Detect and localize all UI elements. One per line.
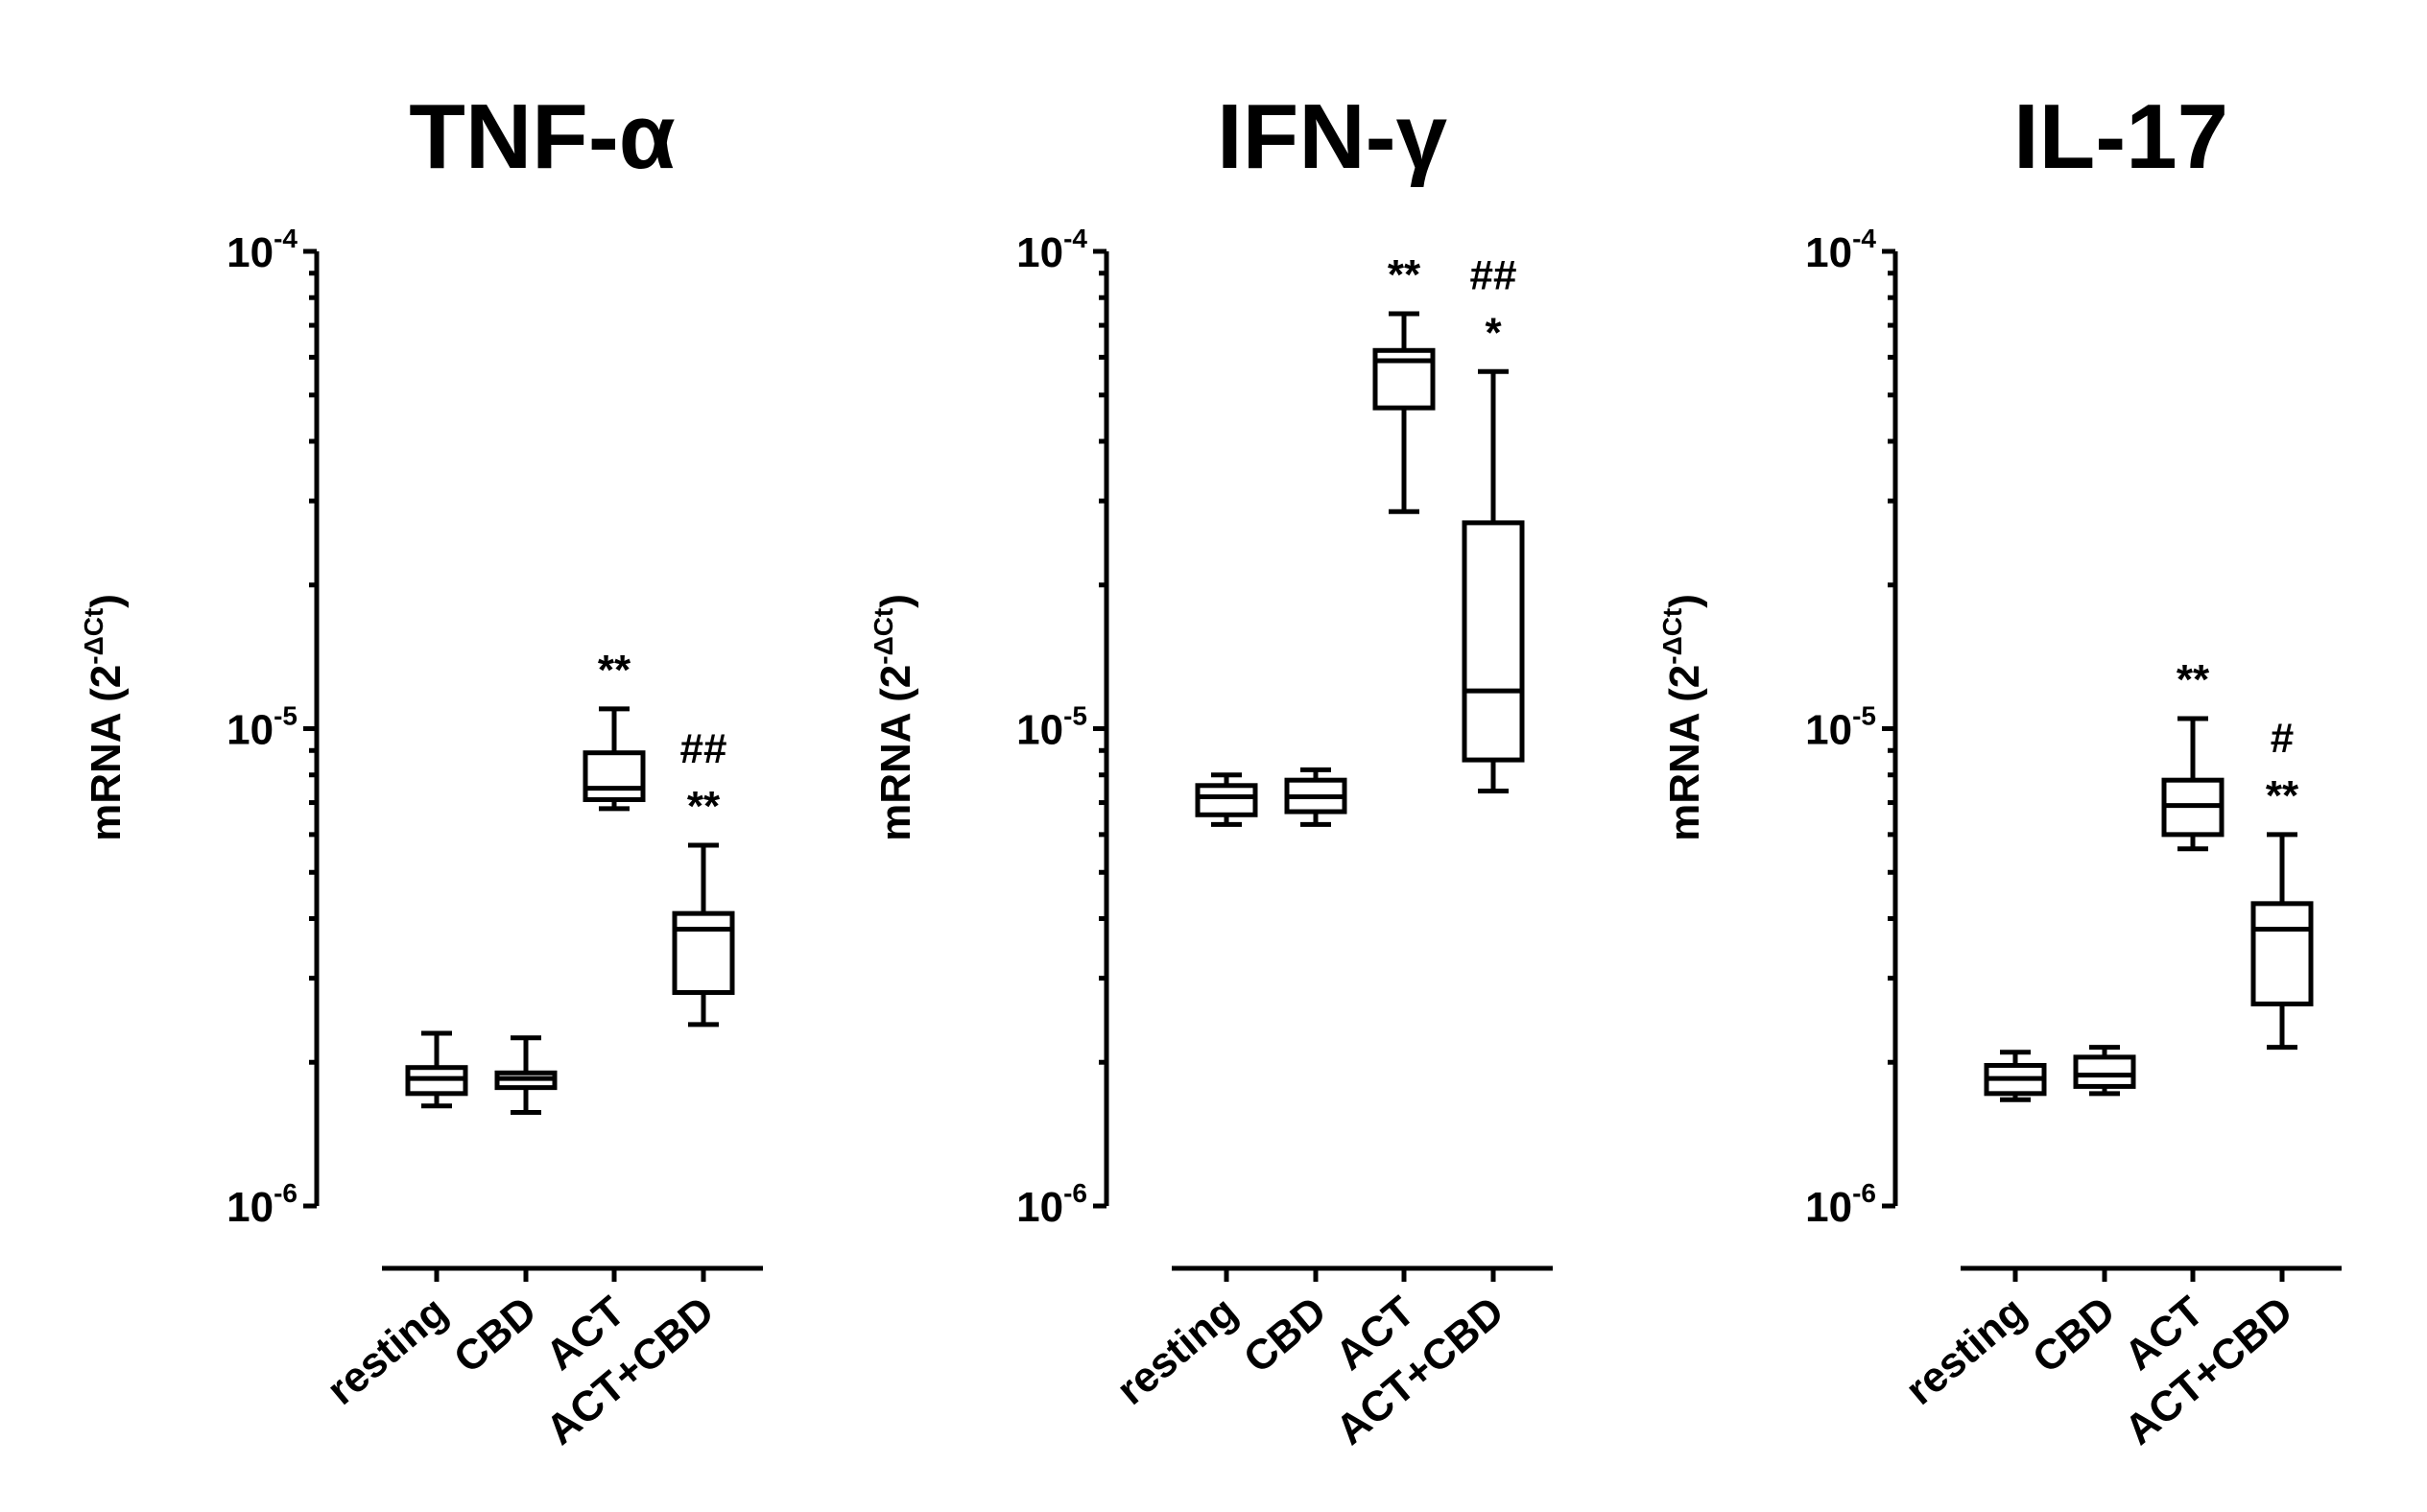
significance-marker: ** bbox=[598, 647, 631, 694]
iqr-box bbox=[672, 910, 735, 996]
box-act-cbd: ** # bbox=[2250, 715, 2314, 1051]
y-axis-label: mRNA (2-ΔCt) bbox=[868, 594, 919, 841]
box-cbd bbox=[1284, 767, 1347, 827]
significance-marker: ** bbox=[2266, 772, 2299, 819]
y-tick-label: 10-5 bbox=[1016, 701, 1087, 754]
box-cbd bbox=[494, 1035, 558, 1116]
box-act: ** bbox=[2161, 656, 2225, 852]
x-tick-label: resting bbox=[319, 1288, 457, 1414]
significance-marker: # bbox=[2271, 715, 2294, 762]
y-axis-label: mRNA (2-ΔCt) bbox=[1657, 594, 1708, 841]
significance-marker: ** bbox=[2177, 656, 2210, 703]
box-act: ** bbox=[583, 647, 646, 812]
significance-marker: * bbox=[1485, 309, 1502, 356]
iqr-box bbox=[2073, 1054, 2136, 1089]
y-tick-label: 10-5 bbox=[1805, 701, 1876, 754]
box-resting bbox=[1984, 1050, 2047, 1102]
significance-marker: ## bbox=[1470, 251, 1517, 298]
significance-marker: ** bbox=[687, 783, 721, 830]
x-tick-label: CBD bbox=[2024, 1288, 2125, 1382]
y-axis-label: mRNA (2-ΔCt) bbox=[79, 594, 130, 841]
chart-title: IL-17 bbox=[2013, 85, 2228, 188]
iqr-box bbox=[2250, 901, 2314, 1006]
y-tick-label: 10-6 bbox=[1016, 1178, 1087, 1231]
y-tick-label: 10-4 bbox=[226, 224, 297, 276]
box-act: ** bbox=[1372, 251, 1436, 514]
significance-marker: ## bbox=[680, 725, 727, 772]
x-tick-label: resting bbox=[1897, 1288, 2035, 1414]
chart-title: TNF-α bbox=[409, 85, 676, 188]
y-tick-label: 10-6 bbox=[226, 1178, 297, 1231]
chart-title: IFN-γ bbox=[1217, 85, 1448, 188]
iqr-box bbox=[583, 750, 646, 802]
y-tick-label: 10-5 bbox=[226, 701, 297, 754]
significance-marker: ** bbox=[1388, 251, 1421, 298]
y-tick-label: 10-6 bbox=[1805, 1178, 1876, 1231]
iqr-box bbox=[1195, 783, 1258, 817]
box-resting bbox=[405, 1030, 468, 1109]
y-tick-label: 10-4 bbox=[1016, 224, 1087, 276]
y-tick-label: 10-4 bbox=[1805, 224, 1876, 276]
x-tick-label: resting bbox=[1108, 1288, 1247, 1414]
iqr-box bbox=[1462, 520, 1525, 763]
box-act-cbd: ** ## bbox=[672, 725, 735, 1028]
x-tick-label: CBD bbox=[445, 1288, 546, 1382]
box-act-cbd: * ## bbox=[1462, 251, 1525, 794]
x-tick-label: CBD bbox=[1235, 1288, 1336, 1382]
box-cbd bbox=[2073, 1045, 2136, 1097]
box-resting bbox=[1195, 772, 1258, 827]
